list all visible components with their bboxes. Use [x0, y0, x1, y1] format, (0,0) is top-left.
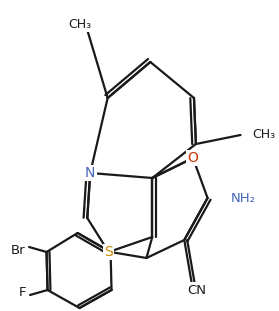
Text: Br: Br [11, 244, 25, 257]
Text: CN: CN [187, 284, 206, 296]
Text: CH₃: CH₃ [252, 128, 275, 142]
Text: F: F [19, 285, 26, 299]
Text: O: O [187, 151, 198, 165]
Text: N: N [85, 166, 95, 180]
Text: CH₃: CH₃ [68, 17, 91, 30]
Text: S: S [104, 245, 113, 259]
Text: NH₂: NH₂ [231, 192, 256, 205]
